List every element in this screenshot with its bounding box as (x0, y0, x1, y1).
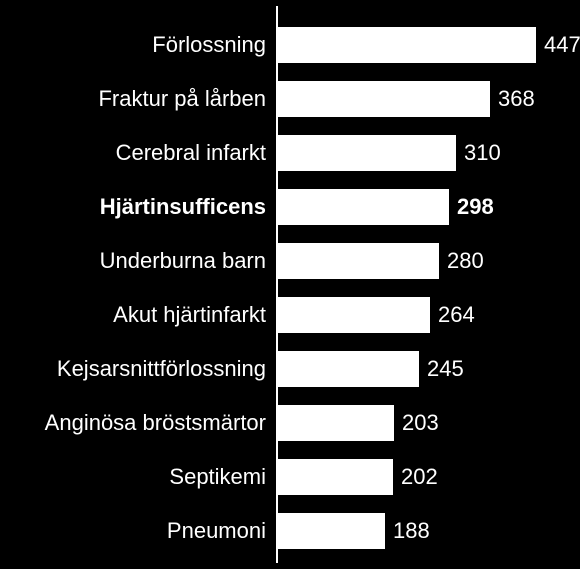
bar-label: Kejsarsnittförlossning (0, 357, 276, 381)
bar-area: 188 (276, 504, 580, 558)
bar-label: Septikemi (0, 465, 276, 489)
bar-value: 203 (402, 410, 439, 436)
bar (276, 189, 449, 225)
bar-label: Underburna barn (0, 249, 276, 273)
bar-label: Fraktur på lårben (0, 87, 276, 111)
bar-label: Cerebral infarkt (0, 141, 276, 165)
bar (276, 351, 419, 387)
bar-label: Pneumoni (0, 519, 276, 543)
bar-value: 188 (393, 518, 430, 544)
bar-area: 202 (276, 450, 580, 504)
bar-label: Anginösa bröstsmärtor (0, 411, 276, 435)
bar (276, 27, 536, 63)
bar-area: 245 (276, 342, 580, 396)
chart-row: Förlossning 447 (0, 18, 580, 72)
chart-rows: Förlossning 447 Fraktur på lårben 368 Cerebr… (0, 18, 580, 558)
bar-area: 280 (276, 234, 580, 288)
chart-row: Septikemi 202 (0, 450, 580, 504)
bar-area: 310 (276, 126, 580, 180)
bar (276, 135, 456, 171)
bar-area: 264 (276, 288, 580, 342)
chart-row: Cerebral infarkt 310 (0, 126, 580, 180)
bar (276, 81, 490, 117)
bar-area: 298 (276, 180, 580, 234)
bar-value: 245 (427, 356, 464, 382)
bar (276, 459, 393, 495)
bar-label: Förlossning (0, 33, 276, 57)
bar-value: 368 (498, 86, 535, 112)
chart-row: Akut hjärtinfarkt 264 (0, 288, 580, 342)
chart-row: Pneumoni 188 (0, 504, 580, 558)
chart-row: Anginösa bröstsmärtor 203 (0, 396, 580, 450)
chart-row: Hjärtinsufficens 298 (0, 180, 580, 234)
bar-value: 447 (544, 32, 580, 58)
horizontal-bar-chart: Förlossning 447 Fraktur på lårben 368 Cerebr… (0, 0, 580, 569)
bar-area: 447 (276, 18, 580, 72)
bar (276, 243, 439, 279)
bar-value: 310 (464, 140, 501, 166)
bar-value: 264 (438, 302, 475, 328)
bar-area: 203 (276, 396, 580, 450)
bar-label: Hjärtinsufficens (0, 195, 276, 219)
bar-area: 368 (276, 72, 580, 126)
bar (276, 405, 394, 441)
bar (276, 513, 385, 549)
bar (276, 297, 430, 333)
bar-value: 280 (447, 248, 484, 274)
bar-value: 298 (457, 194, 494, 220)
bar-value: 202 (401, 464, 438, 490)
chart-row: Fraktur på lårben 368 (0, 72, 580, 126)
bar-label: Akut hjärtinfarkt (0, 303, 276, 327)
chart-row: Underburna barn 280 (0, 234, 580, 288)
chart-row: Kejsarsnittförlossning 245 (0, 342, 580, 396)
